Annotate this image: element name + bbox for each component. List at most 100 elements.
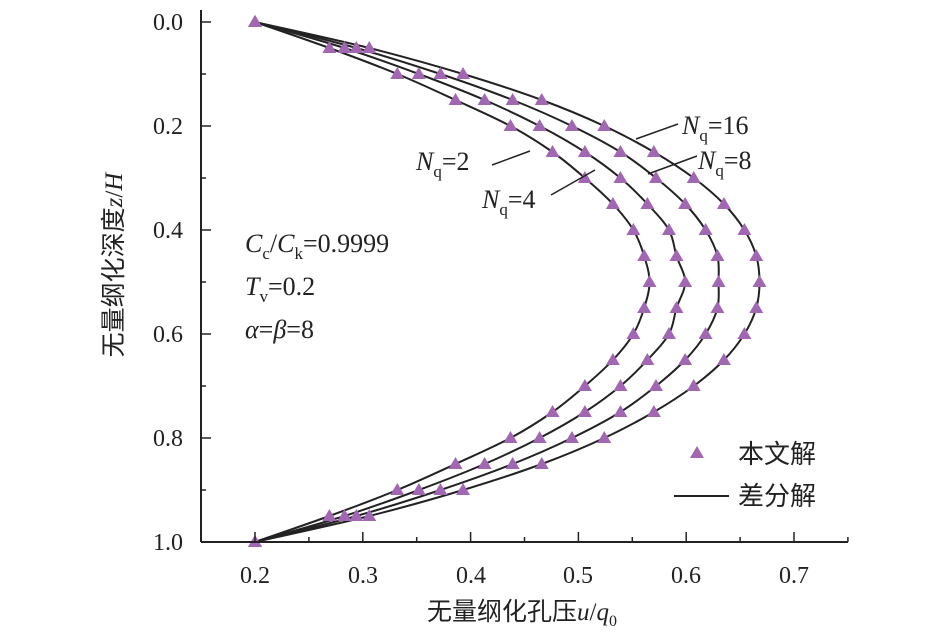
- data-point-marker: [477, 93, 492, 105]
- data-point-marker: [642, 275, 657, 287]
- data-point-marker: [710, 301, 725, 313]
- y-tick-label: 0.0: [153, 10, 183, 36]
- markers-layer: [248, 15, 767, 547]
- data-point-marker: [577, 145, 592, 157]
- annotation-tv: Tv=0.2: [245, 272, 315, 306]
- data-point-marker: [698, 327, 713, 339]
- data-point-marker: [577, 171, 592, 183]
- data-point-marker: [456, 67, 471, 79]
- legend-label-analytical: 本文解: [738, 440, 816, 469]
- y-tick-label: 1.0: [153, 530, 183, 556]
- legend: 本文解 差分解: [674, 440, 816, 511]
- x-tick-label: 0.7: [779, 563, 809, 589]
- data-point-marker: [613, 379, 628, 391]
- y-tick-label: 0.4: [153, 218, 183, 244]
- data-point-marker: [637, 249, 652, 261]
- data-point-marker: [669, 249, 684, 261]
- data-point-marker: [477, 457, 492, 469]
- data-point-marker: [349, 41, 364, 53]
- data-point-marker: [749, 301, 764, 313]
- data-point-marker: [613, 405, 628, 417]
- series-line-nq4: [254, 21, 687, 543]
- data-point-marker: [532, 431, 547, 443]
- data-point-marker: [637, 301, 652, 313]
- data-point-marker: [545, 405, 560, 417]
- data-point-marker: [448, 93, 463, 105]
- leader-line: [491, 150, 531, 166]
- data-point-marker: [505, 457, 520, 469]
- data-point-marker: [577, 405, 592, 417]
- data-point-marker: [322, 509, 337, 521]
- ticks-layer: [201, 21, 849, 543]
- x-tick-label: 0.5: [563, 563, 593, 589]
- data-point-marker: [640, 353, 655, 365]
- data-point-marker: [597, 431, 612, 443]
- data-point-marker: [503, 119, 518, 131]
- data-point-marker: [577, 379, 592, 391]
- data-point-marker: [564, 431, 579, 443]
- data-point-marker: [605, 353, 620, 365]
- y-tick-label: 0.8: [153, 426, 183, 452]
- x-tick-label: 0.4: [456, 563, 486, 589]
- data-point-marker: [503, 431, 518, 443]
- data-point-marker: [678, 197, 693, 209]
- data-point-marker: [640, 197, 655, 209]
- data-point-marker: [661, 327, 676, 339]
- data-point-marker: [669, 301, 684, 313]
- y-tick-labels: 0.0 0.2 0.4 0.6 0.8 1.0: [153, 10, 183, 556]
- data-point-marker: [534, 457, 549, 469]
- data-point-marker: [390, 67, 405, 79]
- annotation-cc-ck: Cc/Ck=0.9999: [245, 229, 389, 263]
- data-point-marker: [613, 171, 628, 183]
- leader-line: [647, 155, 698, 175]
- data-point-marker: [737, 327, 752, 339]
- data-point-marker: [686, 171, 701, 183]
- data-point-marker: [390, 483, 405, 495]
- data-point-marker: [411, 67, 426, 79]
- y-tick-label: 0.6: [153, 322, 183, 348]
- data-point-marker: [649, 379, 664, 391]
- data-point-marker: [605, 197, 620, 209]
- data-point-marker: [752, 275, 767, 287]
- series-label-nq4: Nq=4: [481, 169, 596, 219]
- data-point-marker: [626, 223, 641, 235]
- label-nq16: Nq=16: [681, 111, 749, 145]
- series-label-nq8: Nq=8: [647, 146, 752, 180]
- data-point-marker: [411, 483, 426, 495]
- data-point-marker: [698, 223, 713, 235]
- data-point-marker: [661, 223, 676, 235]
- data-point-marker: [433, 67, 448, 79]
- data-point-marker: [337, 509, 352, 521]
- leader-line: [550, 169, 596, 196]
- data-point-marker: [362, 509, 377, 521]
- data-point-marker: [248, 15, 262, 27]
- label-nq4: Nq=4: [481, 185, 536, 219]
- data-point-marker: [534, 93, 549, 105]
- leader-line: [635, 123, 679, 140]
- y-tick-label: 0.2: [153, 114, 183, 140]
- y-axis-title: 无量纲化深度z/H: [100, 171, 128, 358]
- x-tick-labels: 0.2 0.3 0.4 0.5 0.6 0.7: [240, 563, 809, 589]
- label-nq2: Nq=2: [415, 147, 470, 181]
- data-point-marker: [646, 405, 661, 417]
- data-point-marker: [564, 119, 579, 131]
- data-point-marker: [711, 275, 726, 287]
- data-point-marker: [646, 145, 661, 157]
- data-point-marker: [545, 145, 560, 157]
- data-point-marker: [649, 171, 664, 183]
- data-point-marker: [626, 327, 641, 339]
- data-point-marker: [322, 41, 337, 53]
- x-tick-label: 0.3: [348, 563, 378, 589]
- data-point-marker: [532, 119, 547, 131]
- data-point-marker: [349, 509, 364, 521]
- x-tick-label: 0.6: [671, 563, 701, 589]
- data-point-marker: [686, 379, 701, 391]
- data-point-marker: [678, 353, 693, 365]
- data-point-marker: [678, 275, 693, 287]
- data-point-marker: [613, 145, 628, 157]
- data-point-marker: [433, 483, 448, 495]
- data-point-marker: [716, 197, 731, 209]
- data-point-marker: [448, 457, 463, 469]
- label-nq8: Nq=8: [697, 146, 752, 180]
